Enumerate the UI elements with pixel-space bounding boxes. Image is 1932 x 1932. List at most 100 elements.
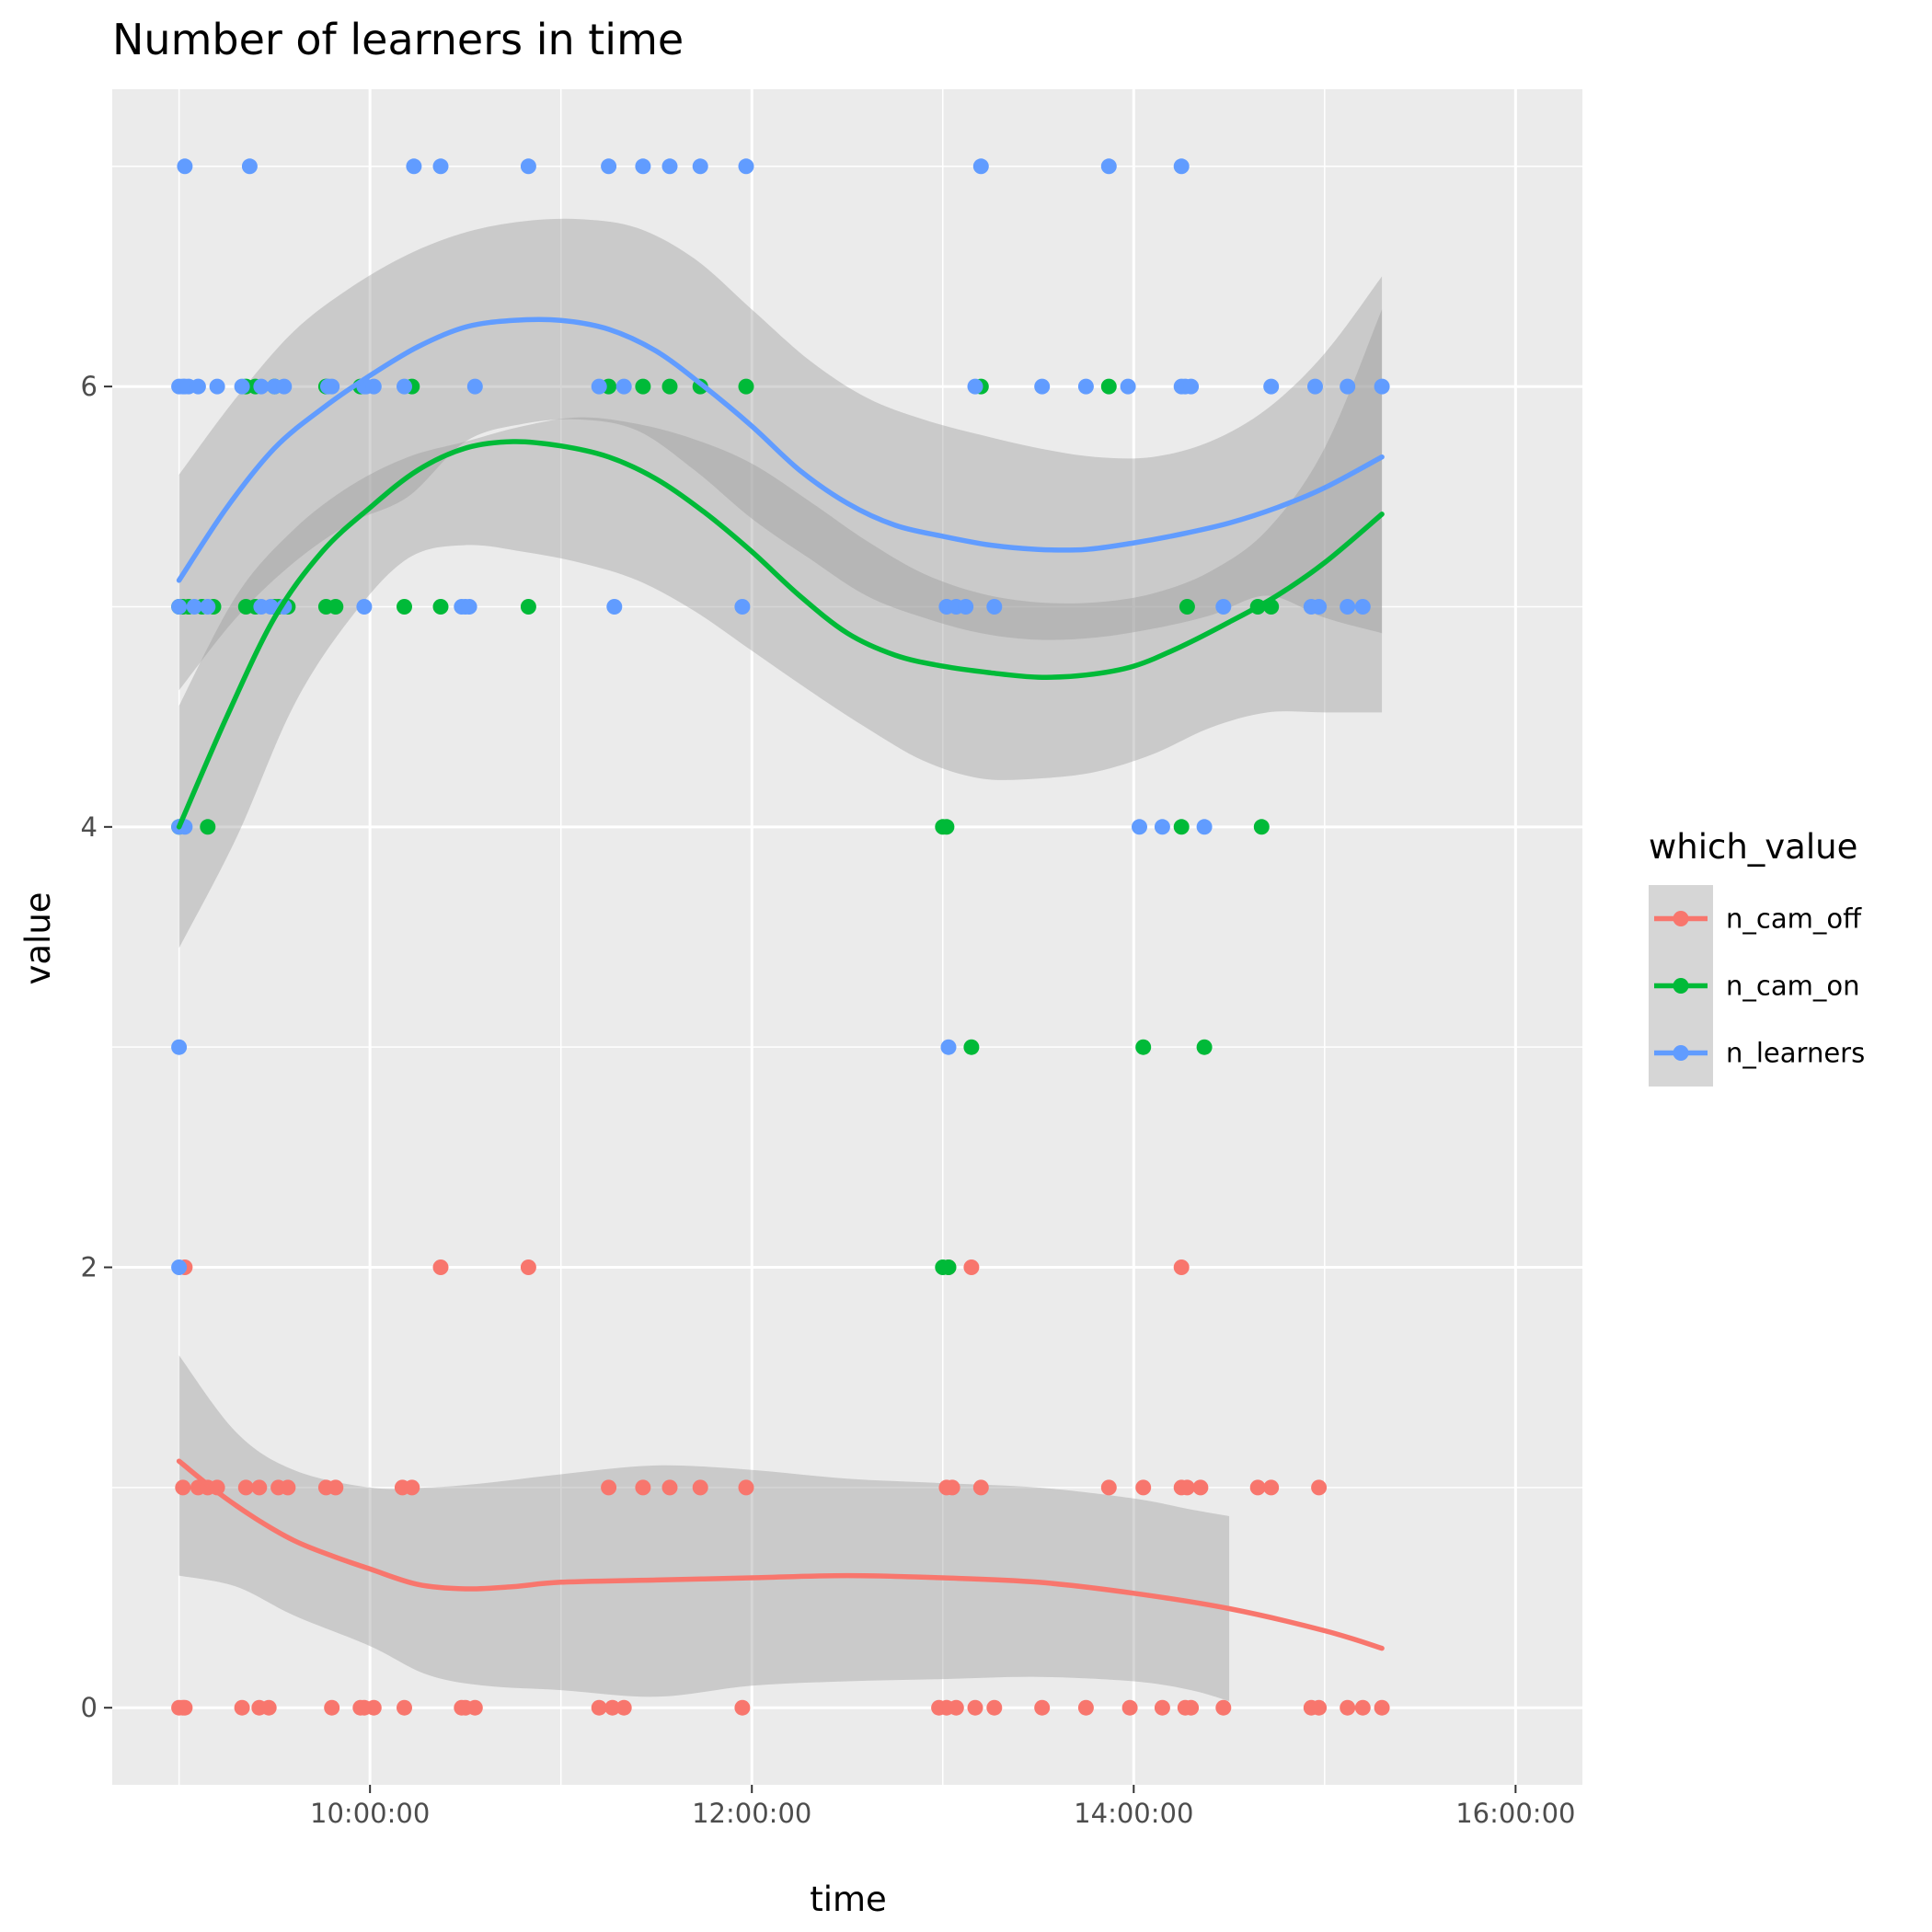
point-n-cam-off	[967, 1699, 983, 1716]
point-n-learners	[241, 158, 258, 175]
x-tick-label: 16:00:00	[1455, 1798, 1575, 1829]
point-n-cam-off	[635, 1479, 651, 1496]
point-n-cam-off	[661, 1479, 678, 1496]
point-n-cam-off	[328, 1479, 344, 1496]
point-n-cam-off	[1121, 1699, 1138, 1716]
point-n-learners	[276, 378, 293, 395]
data-points	[171, 158, 1390, 1716]
point-n-cam-off	[1183, 1699, 1200, 1716]
point-n-cam-off	[1135, 1479, 1152, 1496]
point-n-cam-off	[601, 1479, 617, 1496]
point-n-cam-off	[972, 1479, 989, 1496]
smooth-line-n-cam-off	[176, 1458, 1385, 1651]
point-n-cam-off	[397, 1699, 412, 1716]
point-n-cam-on	[738, 378, 754, 395]
legend-item-n-learners: n_learners	[1649, 1019, 1865, 1087]
point-n-cam-off	[237, 1479, 254, 1496]
point-n-cam-off	[604, 1699, 621, 1716]
chart-title: Number of learners in time	[112, 15, 684, 64]
point-n-learners	[967, 378, 983, 395]
plot-panel	[112, 89, 1582, 1785]
point-n-cam-off	[963, 1259, 980, 1275]
point-n-learners	[520, 158, 536, 175]
point-n-learners	[365, 378, 382, 395]
point-n-cam-off	[1173, 1259, 1190, 1275]
point-n-learners	[432, 158, 449, 175]
x-axis: 10:00:00 12:00:00 14:00:00 16:00:00	[310, 1785, 1575, 1829]
point-n-learners	[1034, 378, 1051, 395]
point-n-learners	[1077, 378, 1094, 395]
point-n-learners	[1340, 378, 1356, 395]
point-n-cam-on	[520, 599, 536, 615]
point-n-learners	[1154, 819, 1170, 835]
confidence-band-n-cam-on	[178, 309, 1383, 949]
point-n-cam-off	[177, 1699, 193, 1716]
point-n-cam-off	[1354, 1699, 1371, 1716]
point-n-learners	[190, 378, 206, 395]
point-n-cam-off	[280, 1479, 296, 1496]
point-n-cam-off	[1215, 1699, 1232, 1716]
legend-key-point	[1673, 911, 1689, 926]
point-n-cam-off	[520, 1259, 536, 1275]
point-n-cam-off	[948, 1699, 964, 1716]
y-tick-label: 6	[81, 371, 98, 402]
y-axis: 0 2 4 6	[81, 371, 112, 1723]
point-n-cam-on	[661, 378, 678, 395]
legend-key-point	[1673, 1045, 1689, 1061]
point-n-cam-off	[365, 1699, 382, 1716]
point-n-cam-off	[234, 1699, 250, 1716]
point-n-cam-off	[1374, 1699, 1390, 1716]
point-n-learners	[734, 599, 751, 615]
smooth-line-n-cam-on	[176, 439, 1385, 830]
legend-item-n-cam-on: n_cam_on	[1649, 952, 1859, 1019]
point-n-cam-off	[1077, 1699, 1094, 1716]
point-n-learners	[606, 599, 623, 615]
point-n-learners	[1132, 819, 1147, 835]
point-n-learners	[466, 378, 483, 395]
point-n-learners	[171, 1039, 188, 1055]
point-n-learners	[253, 378, 270, 395]
point-n-cam-on	[397, 599, 412, 615]
point-n-learners	[635, 158, 651, 175]
legend: which_value n_cam_off n_cam_on n_learners	[1649, 827, 1865, 1087]
point-n-cam-on	[940, 1259, 957, 1275]
point-n-learners	[1340, 599, 1356, 615]
point-n-learners	[209, 378, 225, 395]
legend-label-n-cam-off: n_cam_off	[1726, 903, 1862, 935]
x-tick-label: 14:00:00	[1074, 1798, 1193, 1829]
point-n-cam-off	[1192, 1479, 1209, 1496]
point-n-learners	[1173, 158, 1190, 175]
point-n-learners	[1100, 158, 1117, 175]
point-n-cam-off	[734, 1699, 751, 1716]
point-n-learners	[1311, 599, 1328, 615]
point-n-learners	[1263, 378, 1280, 395]
y-tick-label: 0	[81, 1692, 98, 1723]
point-n-learners	[200, 599, 216, 615]
point-n-cam-on	[963, 1039, 980, 1055]
point-n-cam-off	[944, 1479, 960, 1496]
point-n-learners	[171, 1259, 188, 1275]
point-n-learners	[958, 599, 974, 615]
y-tick-label: 4	[81, 811, 98, 843]
point-n-cam-off	[1311, 1699, 1328, 1716]
point-n-learners	[324, 378, 340, 395]
y-tick-label: 2	[81, 1252, 98, 1283]
point-n-learners	[661, 158, 678, 175]
x-tick-label: 12:00:00	[692, 1798, 811, 1829]
point-n-cam-off	[1340, 1699, 1356, 1716]
point-n-cam-off	[260, 1699, 277, 1716]
point-n-cam-off	[1311, 1479, 1328, 1496]
point-n-learners	[234, 378, 250, 395]
point-n-learners	[1196, 819, 1213, 835]
point-n-cam-off	[251, 1479, 268, 1496]
point-n-cam-off	[1249, 1479, 1266, 1496]
point-n-learners	[972, 158, 989, 175]
point-n-learners	[406, 158, 422, 175]
point-n-learners	[1120, 378, 1136, 395]
confidence-band-n-cam-off	[178, 1355, 1230, 1701]
point-n-learners	[1215, 599, 1232, 615]
point-n-cam-on	[200, 819, 216, 835]
point-n-cam-off	[432, 1259, 449, 1275]
point-n-cam-off	[986, 1699, 1003, 1716]
